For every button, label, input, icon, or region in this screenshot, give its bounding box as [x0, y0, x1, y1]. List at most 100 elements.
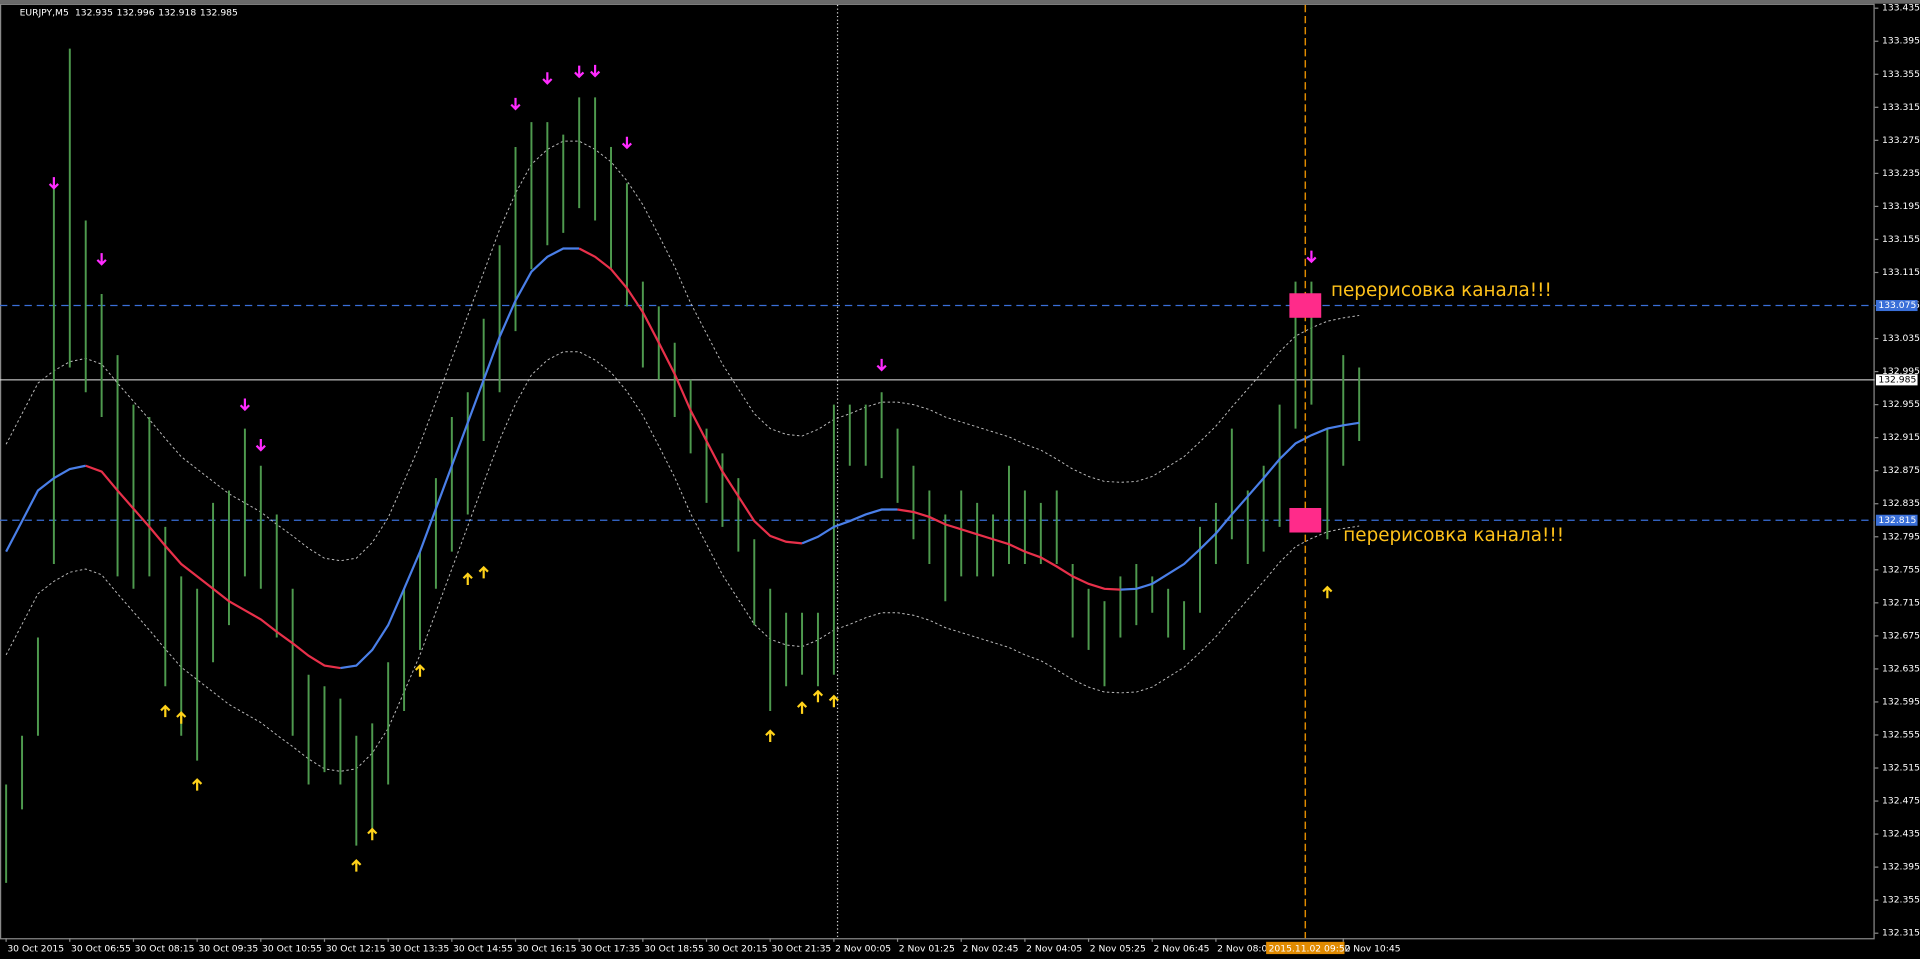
y-tick-label: 133.395 — [1882, 36, 1920, 47]
x-tick-label: 2 Nov 01:25 — [899, 944, 955, 955]
ohlc-value: 132.918 — [158, 7, 196, 18]
x-tick-label: 2 Nov 08:05 — [1217, 944, 1273, 955]
buy-arrow — [351, 859, 362, 872]
x-tick-label: 30 Oct 13:35 — [389, 944, 449, 955]
x-tick-label: 2 Nov 05:25 — [1090, 944, 1146, 955]
sell-arrow — [48, 177, 59, 190]
x-tick-label: 2 Nov 00:05 — [835, 944, 891, 955]
x-tick-label: 2 Nov 02:45 — [962, 944, 1018, 955]
moving-average — [85, 464, 341, 670]
sell-arrow — [1306, 250, 1317, 264]
redraw-marker — [1289, 507, 1322, 533]
y-tick-label: 133.275 — [1882, 135, 1920, 146]
x-tick-label: 30 Oct 09:35 — [198, 944, 258, 955]
y-tick-label: 132.995 — [1882, 366, 1920, 377]
y-tick-label: 132.555 — [1882, 729, 1920, 740]
x-tick-label: 30 Oct 14:55 — [453, 944, 513, 955]
y-tick-label: 132.795 — [1882, 531, 1920, 542]
x-tick-label: 30 Oct 12:15 — [326, 944, 386, 955]
y-tick-label: 132.715 — [1882, 597, 1920, 608]
y-tick-label: 133.195 — [1882, 201, 1920, 212]
y-tick-label: 133.235 — [1882, 168, 1920, 179]
y-tick-label: 132.755 — [1882, 564, 1920, 575]
sell-arrow — [239, 398, 250, 412]
y-tick-label: 132.955 — [1882, 399, 1920, 410]
price-label-box — [1875, 514, 1918, 526]
sell-arrow — [621, 136, 633, 150]
buy-arrow — [414, 664, 426, 677]
sell-arrow — [510, 97, 521, 111]
sell-arrow — [542, 72, 553, 85]
top-frame — [0, 0, 1920, 4]
buy-arrow — [462, 572, 473, 586]
buy-arrow — [828, 694, 839, 708]
x-tick-label: 30 Oct 17:35 — [580, 944, 640, 955]
x-tick-label: 30 Oct 10:55 — [262, 944, 322, 955]
buy-arrow — [812, 689, 824, 703]
plot-frame — [0, 3, 1875, 940]
moving-average — [340, 247, 580, 670]
buy-arrow — [367, 827, 378, 841]
sell-arrow — [590, 64, 601, 78]
lower-band — [5, 351, 1360, 772]
x-tick-label: 2 Nov 10:45 — [1344, 944, 1400, 955]
ohlc-value: 132.935 — [75, 7, 113, 18]
cursor-label: 2015.11.02 09:50 — [1269, 944, 1351, 955]
ohlc-value: 132.996 — [117, 7, 155, 18]
x-tick-label: 2 Nov 06:45 — [1153, 944, 1209, 955]
y-tick-label: 133.155 — [1882, 234, 1920, 245]
x-tick-label: 30 Oct 18:55 — [644, 944, 704, 955]
x-tick-label: 30 Oct 2015 — [7, 944, 64, 955]
buy-arrow — [765, 729, 776, 742]
y-tick-label: 133.435 — [1882, 3, 1920, 14]
price-label-box — [1875, 300, 1918, 312]
y-tick-label: 132.635 — [1882, 663, 1920, 674]
y-tick-label: 132.675 — [1882, 630, 1920, 641]
annotation: перерисовка канала!!! — [1343, 525, 1564, 546]
price-label: 133.075 — [1878, 300, 1916, 311]
symbol: EURJPY,M5 — [20, 7, 69, 18]
x-tick-label: 2 Nov 04:05 — [1026, 944, 1082, 955]
y-tick-label: 133.115 — [1882, 267, 1920, 278]
sell-arrow — [876, 358, 887, 372]
x-tick-label: 30 Oct 20:15 — [708, 944, 768, 955]
buy-arrow — [192, 778, 203, 791]
annotation: перерисовка канала!!! — [1331, 280, 1552, 301]
current-price-label: 132.985 — [1878, 374, 1916, 385]
y-tick-label: 132.875 — [1882, 465, 1920, 476]
moving-average — [897, 508, 1121, 591]
x-tick-label: 30 Oct 06:55 — [71, 944, 131, 955]
x-tick-label: 30 Oct 16:15 — [517, 944, 577, 955]
y-tick-label: 133.355 — [1882, 69, 1920, 80]
y-tick-label: 132.835 — [1882, 498, 1920, 509]
ohlc-value: 132.985 — [200, 7, 238, 18]
x-tick-label: 30 Oct 21:35 — [771, 944, 831, 955]
y-tick-label: 132.315 — [1882, 928, 1920, 939]
y-tick-label: 132.915 — [1882, 432, 1920, 443]
buy-arrow — [1322, 585, 1333, 599]
y-tick-label: 133.035 — [1882, 333, 1920, 344]
y-tick-label: 132.395 — [1882, 862, 1920, 873]
y-tick-label: 132.515 — [1882, 763, 1920, 774]
y-tick-label: 133.315 — [1882, 102, 1920, 113]
chart-header: EURJPY,M5 132.935 132.996 132.918 132.985 — [20, 7, 238, 18]
buy-arrow — [478, 565, 489, 579]
y-tick-label: 132.595 — [1882, 696, 1920, 707]
buy-arrow — [176, 711, 187, 724]
upper-band — [5, 140, 1360, 562]
moving-average — [801, 508, 898, 545]
redraw-marker — [1289, 293, 1322, 318]
sell-arrow — [96, 253, 107, 266]
current-price-box — [1875, 374, 1918, 386]
y-tick-label: 132.475 — [1882, 796, 1920, 807]
moving-average — [5, 464, 86, 553]
sell-arrow — [574, 65, 585, 79]
moving-average — [578, 247, 803, 545]
moving-average — [1120, 421, 1360, 591]
buy-arrow — [796, 701, 808, 714]
sell-arrow — [255, 438, 266, 452]
y-tick-label: 132.355 — [1882, 895, 1920, 906]
x-tick-label: 30 Oct 08:15 — [135, 944, 195, 955]
